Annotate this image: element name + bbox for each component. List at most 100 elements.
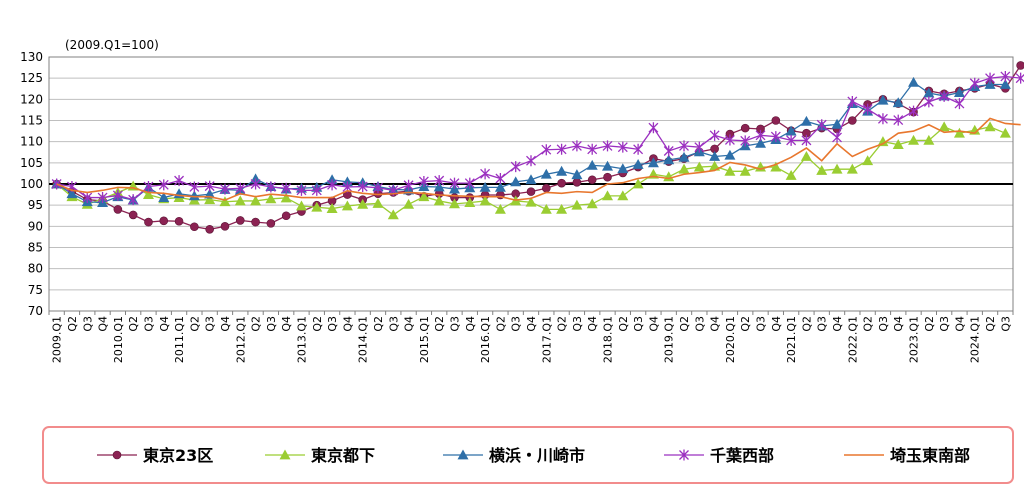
x-tick-label: 2011.Q1 — [173, 316, 186, 363]
data-point — [387, 209, 399, 220]
x-tick-label: Q4 — [647, 316, 660, 332]
data-point — [999, 127, 1011, 138]
data-point — [800, 150, 812, 161]
x-tick-label: 2017.Q1 — [540, 316, 553, 363]
data-point — [648, 122, 659, 134]
data-point — [540, 168, 552, 179]
data-point — [724, 149, 736, 160]
series-line — [56, 65, 1022, 230]
data-point — [846, 163, 858, 174]
data-point — [571, 199, 583, 210]
data-point — [556, 203, 568, 214]
x-tick-label: 2014.Q1 — [357, 316, 370, 363]
x-tick-label: Q3 — [999, 316, 1012, 332]
x-tick-label: Q3 — [571, 316, 584, 332]
x-tick-label: Q3 — [632, 316, 645, 332]
data-point — [679, 449, 689, 461]
data-point — [448, 198, 460, 209]
data-point — [847, 95, 858, 107]
data-point — [709, 129, 720, 141]
data-point — [112, 450, 122, 460]
x-tick-label: 2010.Q1 — [112, 316, 125, 363]
data-point — [235, 182, 246, 194]
data-point — [234, 195, 246, 206]
data-point — [1016, 61, 1024, 70]
data-point — [142, 189, 154, 199]
legend: 東京23区 東京都下 横浜・川崎市 千葉西部 埼玉東南部 — [42, 426, 1014, 484]
y-tick-label: 115 — [20, 114, 43, 128]
x-tick-label: Q3 — [142, 316, 155, 332]
data-point — [357, 181, 368, 193]
data-point — [540, 203, 552, 214]
data-point — [603, 172, 612, 182]
x-tick-label: Q2 — [739, 316, 752, 332]
data-point — [357, 198, 369, 209]
data-point — [877, 136, 889, 147]
data-point — [372, 197, 384, 208]
data-point — [571, 140, 582, 152]
y-tick-label: 125 — [20, 71, 43, 85]
x-tick-label: Q3 — [877, 316, 890, 332]
x-tick-label: Q3 — [693, 316, 706, 332]
data-point — [923, 87, 935, 98]
data-point — [250, 195, 262, 206]
data-point — [755, 137, 767, 148]
data-point — [571, 169, 583, 180]
series-4 — [51, 70, 1024, 206]
data-point — [785, 125, 797, 136]
data-point — [602, 140, 613, 152]
series-layer — [51, 61, 1024, 234]
data-point — [66, 188, 78, 199]
y-axis: 70 75 80 85 90 95 100 105 110 115 120 125 130 — [20, 50, 43, 318]
data-point — [999, 79, 1011, 89]
x-tick-label: 2023.Q1 — [908, 316, 921, 363]
data-point — [877, 94, 889, 105]
data-point — [694, 141, 705, 153]
data-point — [831, 118, 843, 129]
data-point — [586, 159, 598, 170]
data-point — [617, 163, 629, 174]
data-point — [709, 150, 721, 161]
data-point — [296, 184, 307, 196]
x-tick-label: 2022.Q1 — [846, 316, 859, 363]
data-point — [602, 190, 614, 201]
data-point — [923, 134, 935, 145]
x-tick-label: 2013.Q1 — [295, 316, 308, 363]
data-point — [724, 134, 735, 146]
data-point — [112, 189, 123, 201]
x-tick-label: Q3 — [81, 316, 94, 332]
x-tick-label: 2016.Q1 — [479, 316, 492, 363]
y-tick-label: 70 — [28, 304, 43, 318]
data-point — [985, 72, 996, 84]
data-point — [556, 143, 567, 155]
data-point — [816, 119, 827, 131]
data-point — [143, 181, 154, 193]
data-point — [457, 449, 469, 460]
x-tick-label: Q4 — [770, 316, 783, 332]
data-point — [526, 155, 536, 167]
data-point — [526, 187, 536, 196]
data-point — [525, 174, 537, 185]
data-point — [800, 115, 812, 126]
data-point — [82, 192, 93, 204]
data-point — [158, 192, 170, 202]
data-point — [801, 134, 812, 146]
x-tick-label: Q4 — [280, 316, 293, 332]
data-point — [418, 175, 429, 187]
data-point — [479, 195, 491, 206]
x-tick-label: Q4 — [97, 316, 110, 332]
data-point — [771, 116, 781, 125]
x-tick-label: Q3 — [326, 316, 339, 332]
x-tick-label: 2018.Q1 — [602, 316, 615, 363]
data-point — [586, 198, 598, 209]
legend-item: 埼玉東南部 — [844, 446, 970, 465]
data-point — [984, 79, 996, 89]
data-point — [770, 161, 782, 172]
data-point — [510, 176, 522, 187]
legend-item: 東京都下 — [265, 446, 375, 465]
data-point — [495, 172, 506, 184]
legend-label: 東京都下 — [311, 446, 375, 465]
data-point — [311, 201, 323, 212]
data-point — [632, 178, 644, 189]
data-point — [433, 181, 445, 192]
